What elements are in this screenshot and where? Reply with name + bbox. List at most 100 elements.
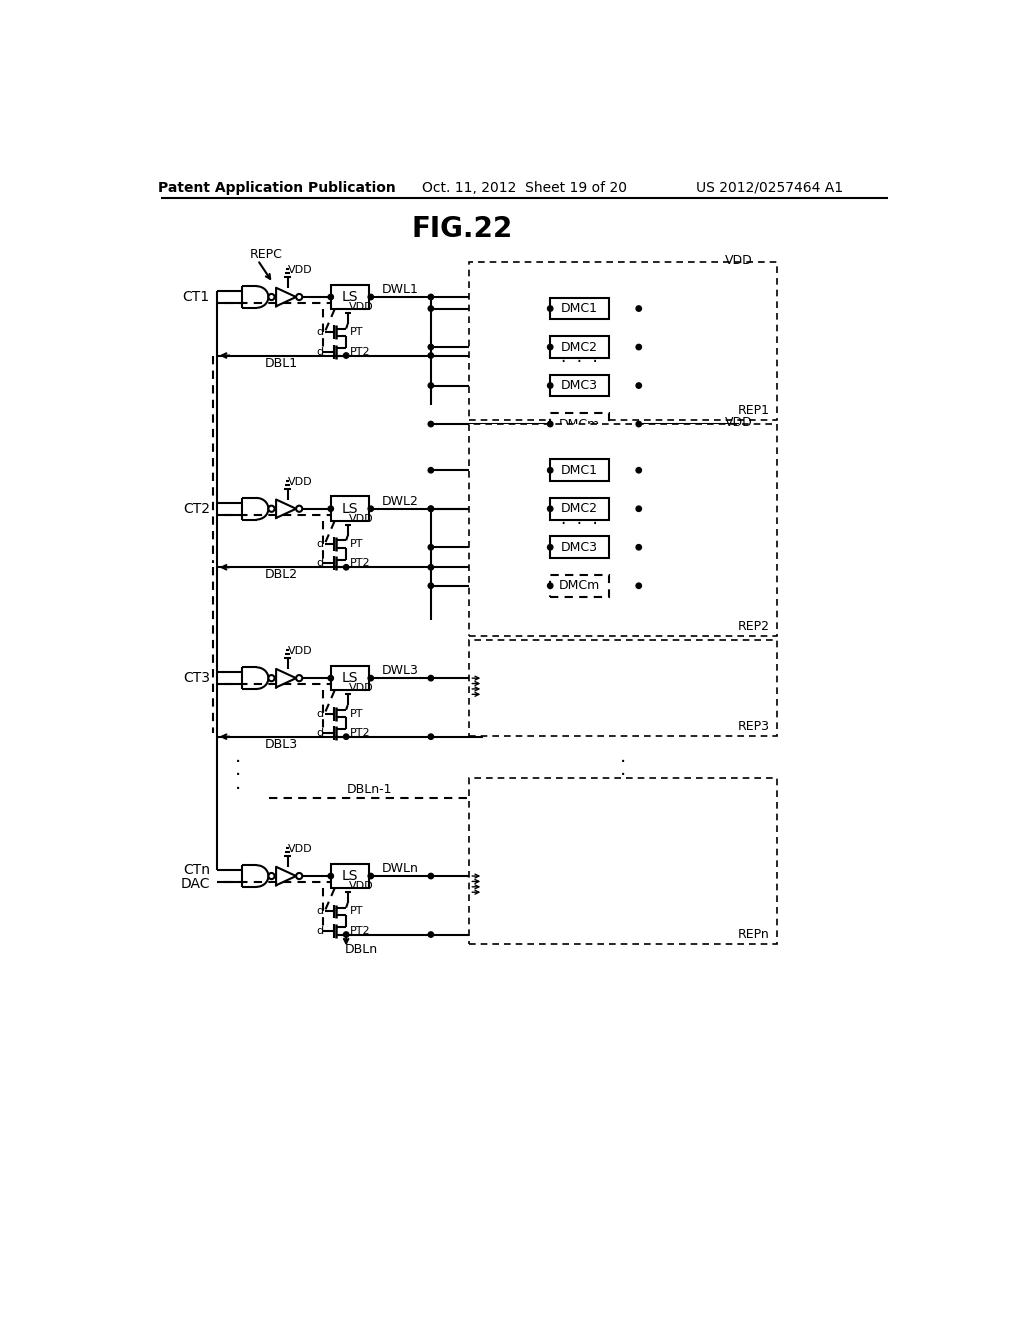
Circle shape [268, 294, 274, 300]
Text: DAC: DAC [180, 876, 210, 891]
Text: DBL2: DBL2 [265, 569, 298, 582]
Bar [331, 863, 370, 888]
Circle shape [548, 421, 553, 426]
Circle shape [296, 506, 302, 512]
Circle shape [428, 306, 433, 312]
Bar [469, 424, 777, 636]
Text: ·: · [621, 767, 627, 785]
Text: VDD: VDD [349, 684, 374, 693]
Circle shape [328, 676, 334, 681]
Circle shape [428, 506, 433, 511]
Text: LS: LS [342, 502, 358, 516]
Text: DMC2: DMC2 [561, 341, 598, 354]
Text: d: d [316, 925, 324, 936]
Bar [331, 496, 370, 521]
Text: PT: PT [350, 709, 364, 718]
Bar [550, 413, 608, 434]
Circle shape [328, 874, 334, 879]
Text: d: d [316, 907, 324, 916]
Text: DWL1: DWL1 [382, 282, 419, 296]
Circle shape [428, 352, 433, 358]
Text: PT2: PT2 [350, 558, 371, 569]
Text: US 2012/0257464 A1: US 2012/0257464 A1 [696, 181, 843, 194]
Text: d: d [316, 558, 324, 569]
Circle shape [428, 932, 433, 937]
Text: DMC3: DMC3 [561, 379, 598, 392]
Circle shape [428, 383, 433, 388]
Text: LS: LS [342, 671, 358, 685]
Text: CT3: CT3 [183, 671, 210, 685]
Text: CTn: CTn [183, 863, 210, 876]
Text: REPn: REPn [738, 928, 770, 941]
Circle shape [636, 383, 641, 388]
Text: Oct. 11, 2012  Sheet 19 of 20: Oct. 11, 2012 Sheet 19 of 20 [422, 181, 628, 194]
Text: REP1: REP1 [737, 404, 770, 417]
Circle shape [343, 932, 349, 937]
Text: ·: · [621, 780, 627, 800]
Circle shape [268, 675, 274, 681]
Text: FIG.22: FIG.22 [411, 215, 512, 243]
Text: d: d [316, 539, 324, 549]
Circle shape [328, 506, 334, 511]
Bar [550, 459, 608, 480]
Circle shape [428, 506, 433, 511]
Circle shape [428, 545, 433, 550]
Bar [550, 375, 608, 396]
Circle shape [548, 345, 553, 350]
Circle shape [368, 506, 374, 511]
Text: ·: · [236, 780, 242, 800]
Text: PT2: PT2 [350, 347, 371, 356]
Text: REPC: REPC [250, 248, 283, 261]
Circle shape [428, 583, 433, 589]
Text: LS: LS [342, 869, 358, 883]
Circle shape [636, 345, 641, 350]
Circle shape [428, 345, 433, 350]
Text: LS: LS [342, 290, 358, 304]
Text: d: d [316, 727, 324, 738]
Circle shape [428, 294, 433, 300]
Text: VDD: VDD [725, 416, 753, 429]
Circle shape [428, 676, 433, 681]
Text: ·  ·  ·: · · · [561, 354, 598, 371]
Bar [550, 337, 608, 358]
Bar [550, 498, 608, 520]
Text: VDD: VDD [288, 843, 312, 854]
Bar [469, 263, 777, 420]
Text: VDD: VDD [288, 647, 312, 656]
Text: d: d [316, 709, 324, 718]
Text: CT1: CT1 [182, 290, 210, 304]
Text: REP2: REP2 [737, 620, 770, 634]
Circle shape [296, 675, 302, 681]
Circle shape [343, 565, 349, 570]
Text: REP3: REP3 [737, 721, 770, 733]
Circle shape [268, 506, 274, 512]
Circle shape [548, 467, 553, 473]
Text: DMC3: DMC3 [561, 541, 598, 554]
Text: PT: PT [350, 907, 364, 916]
Circle shape [636, 583, 641, 589]
Circle shape [636, 467, 641, 473]
Bar [550, 536, 608, 558]
Text: VDD: VDD [288, 265, 312, 275]
Text: PT: PT [350, 327, 364, 338]
Circle shape [636, 421, 641, 426]
Circle shape [343, 734, 349, 739]
Text: DMCm: DMCm [559, 417, 600, 430]
Text: CT2: CT2 [183, 502, 210, 516]
Circle shape [548, 545, 553, 550]
Text: ·: · [236, 767, 242, 785]
Text: DWL2: DWL2 [382, 495, 419, 508]
Circle shape [428, 565, 433, 570]
Text: DBLn: DBLn [345, 944, 378, 957]
Text: DMCm: DMCm [559, 579, 600, 593]
Text: DMC1: DMC1 [561, 463, 598, 477]
Circle shape [428, 734, 433, 739]
Text: VDD: VDD [725, 255, 753, 268]
Text: VDD: VDD [288, 477, 312, 487]
Text: DWL3: DWL3 [382, 664, 419, 677]
Circle shape [296, 873, 302, 879]
Circle shape [636, 545, 641, 550]
Text: VDD: VDD [349, 880, 374, 891]
Text: d: d [316, 327, 324, 338]
Text: DMC1: DMC1 [561, 302, 598, 315]
